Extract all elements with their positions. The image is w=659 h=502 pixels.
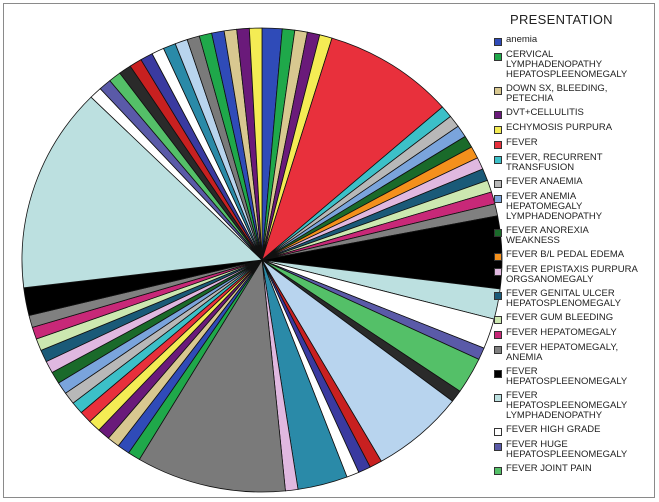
legend-swatch	[494, 141, 502, 149]
legend: PRESENTATION anemia CERVICAL LYMPHADENOPA…	[494, 12, 656, 479]
legend-label: FEVER HIGH GRADE	[506, 424, 601, 435]
legend-swatch	[494, 467, 502, 475]
legend-item: FEVER HUGE HEPATOSPLEENOMEGALY	[494, 440, 656, 460]
legend-swatch	[494, 316, 502, 324]
legend-swatch	[494, 229, 502, 237]
legend-swatch	[494, 53, 502, 61]
legend-label: DOWN SX, BLEEDING, PETECHIA	[506, 83, 608, 104]
legend-item: CERVICAL LYMPHADENOPATHY HEPATOSPLEENOME…	[494, 50, 656, 80]
legend-items: anemia CERVICAL LYMPHADENOPATHY HEPATOSPL…	[494, 35, 656, 475]
legend-title: PRESENTATION	[510, 12, 613, 27]
legend-item: FEVER HEPATOSPLEENOMEGALY	[494, 367, 656, 387]
legend-label: FEVER B/L PEDAL EDEMA	[506, 249, 625, 260]
legend-label: FEVER ANAEMIA	[506, 176, 583, 187]
legend-swatch	[494, 180, 502, 188]
legend-swatch	[494, 370, 502, 378]
legend-label: FEVER, RECURRENT TRANSFUSION	[506, 152, 603, 173]
legend-item: FEVER ANOREXIA WEAKNESS	[494, 226, 656, 246]
legend-swatch	[494, 111, 502, 119]
legend-swatch	[494, 428, 502, 436]
legend-item: FEVER	[494, 138, 656, 149]
legend-label: FEVER HUGE HEPATOSPLEENOMEGALY	[506, 439, 628, 460]
legend-swatch	[494, 195, 502, 203]
legend-swatch	[494, 253, 502, 261]
legend-item: DOWN SX, BLEEDING, PETECHIA	[494, 84, 656, 104]
legend-swatch	[494, 292, 502, 300]
legend-label: CERVICAL LYMPHADENOPATHY HEPATOSPLEENOME…	[506, 49, 628, 80]
legend-swatch	[494, 38, 502, 46]
legend-item: DVT+CELLULITIS	[494, 108, 656, 119]
pie-slice-61	[248, 27, 263, 261]
legend-label: FEVER HEPATOMEGALY	[506, 327, 617, 338]
legend-item: FEVER ANAEMIA	[494, 177, 656, 188]
legend-swatch	[494, 443, 502, 451]
legend-item: FEVER HEPATOMEGALY	[494, 328, 656, 339]
legend-item: FEVER HIGH GRADE	[494, 425, 656, 436]
legend-label: anemia	[506, 34, 538, 45]
pie-slice-29	[138, 258, 286, 493]
legend-swatch	[494, 156, 502, 164]
legend-item: FEVER GENITAL ULCER HEPATOSPLENOMEGALY	[494, 289, 656, 309]
legend-swatch	[494, 331, 502, 339]
legend-item: FEVER, RECURRENT TRANSFUSION	[494, 153, 656, 173]
pie-slice-6	[261, 37, 444, 262]
legend-item: FEVER GUM BLEEDING	[494, 313, 656, 324]
legend-label: FEVER ANEMIA HEPATOMEGALY LYMPHADENOPATH…	[506, 191, 603, 222]
legend-item: FEVER HEPATOSPLEENOMEGALY LYMPHADENOPATH…	[494, 391, 656, 421]
legend-item: FEVER HEPATOMEGALY, ANEMIA	[494, 343, 656, 363]
legend-label: FEVER EPISTAXIS PURPURA ORGSANOMEGALY	[506, 264, 638, 285]
legend-swatch	[494, 126, 502, 134]
legend-swatch	[494, 87, 502, 95]
legend-swatch	[494, 394, 502, 402]
legend-label: FEVER GENITAL ULCER HEPATOSPLENOMEGALY	[506, 288, 621, 309]
legend-swatch	[494, 268, 502, 276]
legend-label: FEVER	[506, 137, 538, 148]
legend-label: FEVER HEPATOSPLEENOMEGALY	[506, 366, 628, 387]
legend-item: ECHYMOSIS PURPURA	[494, 123, 656, 134]
legend-item: anemia	[494, 35, 656, 46]
legend-label: FEVER HEPATOSPLEENOMEGALY LYMPHADENOPATH…	[506, 390, 628, 421]
legend-label: FEVER JOINT PAIN	[506, 463, 592, 474]
legend-item: FEVER JOINT PAIN	[494, 464, 656, 475]
legend-swatch	[494, 346, 502, 354]
legend-label: DVT+CELLULITIS	[506, 107, 584, 118]
legend-item: FEVER B/L PEDAL EDEMA	[494, 250, 656, 261]
legend-label: ECHYMOSIS PURPURA	[506, 122, 613, 133]
legend-label: FEVER HEPATOMEGALY, ANEMIA	[506, 342, 619, 363]
legend-label: FEVER ANOREXIA WEAKNESS	[506, 225, 589, 246]
legend-item: FEVER ANEMIA HEPATOMEGALY LYMPHADENOPATH…	[494, 192, 656, 222]
pie-slice-46	[21, 96, 263, 289]
legend-item: FEVER EPISTAXIS PURPURA ORGSANOMEGALY	[494, 265, 656, 285]
legend-label: FEVER GUM BLEEDING	[506, 312, 614, 323]
